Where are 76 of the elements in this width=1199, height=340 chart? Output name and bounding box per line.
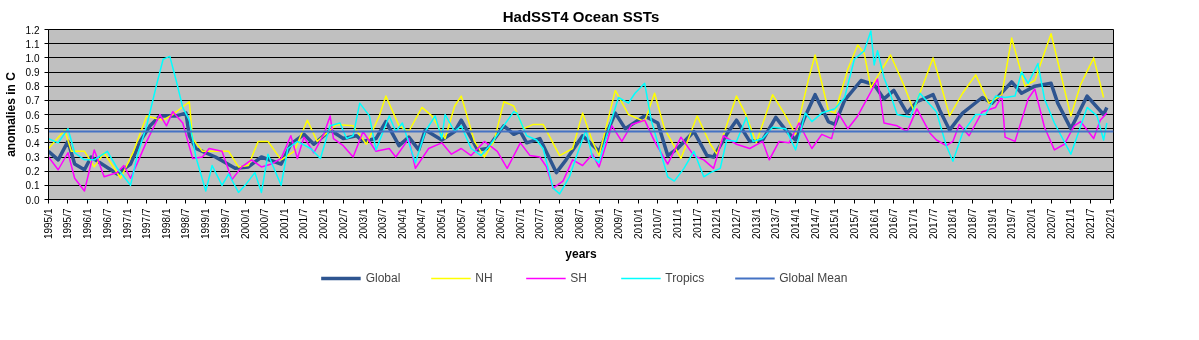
- x-tick-label: 2005/1: [436, 208, 448, 240]
- x-tick-label: 2003/1: [357, 208, 369, 240]
- y-tick-label: 0.0: [25, 194, 40, 206]
- x-tick-label: 2022/1: [1104, 208, 1116, 240]
- x-tick-label: 2004/7: [416, 208, 428, 240]
- x-tick-label: 1997/1: [121, 208, 133, 240]
- x-tick-label: 1995/7: [62, 208, 74, 240]
- x-tick-label: 2009/7: [613, 208, 625, 240]
- x-tick-label: 2019/7: [1006, 208, 1018, 240]
- x-tick-label: 2011/7: [691, 208, 703, 239]
- x-tick-label: 2007/7: [534, 208, 546, 240]
- y-tick-label: 0.5: [25, 123, 40, 135]
- y-tick-label: 1.0: [25, 52, 40, 64]
- x-tick-label: 2002/7: [337, 208, 349, 240]
- x-tick-label: 2006/7: [495, 208, 507, 240]
- x-tick-label: 2000/1: [239, 208, 251, 240]
- x-tick-label: 2013/7: [770, 208, 782, 240]
- x-tick-label: 2001/7: [298, 208, 310, 240]
- x-tick-label: 2017/7: [927, 208, 939, 240]
- y-tick-label: 1.1: [25, 38, 40, 50]
- x-tick-label: 2002/1: [318, 208, 330, 240]
- x-tick-label: 1999/1: [200, 208, 212, 240]
- x-tick-label: 2001/1: [278, 208, 290, 240]
- legend-label: NH: [475, 271, 494, 285]
- y-tick-label: 0.7: [25, 95, 40, 107]
- x-tick-label: 2015/1: [829, 208, 841, 240]
- y-tick-label: 0.6: [25, 109, 40, 121]
- x-tick-label: 2011/1: [672, 208, 684, 239]
- legend-label: Global: [365, 271, 401, 285]
- x-tick-label: 1998/7: [180, 208, 192, 240]
- x-tick-label: 2021/1: [1065, 208, 1077, 240]
- x-tick-label: 2005/7: [455, 208, 467, 240]
- y-tick-label: 0.2: [25, 166, 40, 178]
- y-tick-label: 0.3: [25, 152, 40, 163]
- x-tick-label: 1995/1: [43, 208, 54, 240]
- legend-label: SH: [570, 271, 589, 285]
- y-tick-label: 0.9: [25, 67, 40, 78]
- legend-label: Global Mean: [779, 271, 848, 285]
- x-tick-label: 2020/1: [1025, 208, 1037, 240]
- x-tick-label: 1997/7: [141, 208, 153, 240]
- x-tick-label: 2009/1: [593, 208, 605, 240]
- x-axis-title: years: [565, 247, 598, 262]
- x-tick-label: 1998/1: [160, 208, 172, 240]
- x-tick-label: 2000/7: [259, 208, 271, 240]
- x-tick-label: 2012/7: [731, 208, 742, 240]
- x-tick-label: 1996/1: [82, 208, 94, 240]
- x-tick-label: 2014/1: [790, 208, 802, 240]
- x-tick-label: 2010/1: [632, 208, 644, 240]
- x-tick-label: 2012/1: [711, 208, 723, 240]
- x-tick-label: 2008/1: [554, 208, 566, 240]
- x-tick-label: 2020/7: [1045, 208, 1057, 240]
- x-tick-label: 2016/7: [888, 208, 900, 240]
- y-tick-label: 0.8: [25, 81, 40, 93]
- chart-title: HadSST4 Ocean SSTs: [502, 7, 660, 25]
- x-tick-label: 2014/7: [809, 208, 821, 240]
- x-tick-label: 2018/1: [947, 208, 959, 240]
- x-tick-label: 2004/1: [396, 208, 408, 240]
- x-tick-label: 2007/1: [514, 208, 526, 240]
- x-tick-label: 2021/7: [1084, 208, 1096, 240]
- y-tick-label: 0.4: [25, 137, 40, 149]
- x-tick-label: 2010/7: [652, 208, 664, 240]
- x-tick-label: 2008/7: [573, 208, 585, 240]
- x-tick-label: 2016/1: [868, 208, 880, 240]
- x-tick-label: 2018/7: [966, 208, 978, 240]
- x-tick-label: 1996/7: [101, 208, 113, 240]
- legend-label: Tropics: [665, 271, 705, 285]
- x-tick-label: 2017/1: [908, 208, 920, 240]
- x-tick-label: 2006/1: [475, 208, 487, 240]
- x-tick-label: 2015/7: [848, 208, 860, 240]
- y-axis-title: anomalies in C: [3, 71, 18, 157]
- y-tick-label: 1.2: [25, 24, 40, 36]
- x-tick-label: 2019/1: [986, 208, 998, 240]
- x-tick-label: 2013/1: [750, 208, 762, 240]
- x-tick-label: 1999/7: [219, 208, 231, 240]
- x-tick-label: 2003/7: [377, 208, 389, 240]
- y-tick-label: 0.1: [25, 180, 40, 192]
